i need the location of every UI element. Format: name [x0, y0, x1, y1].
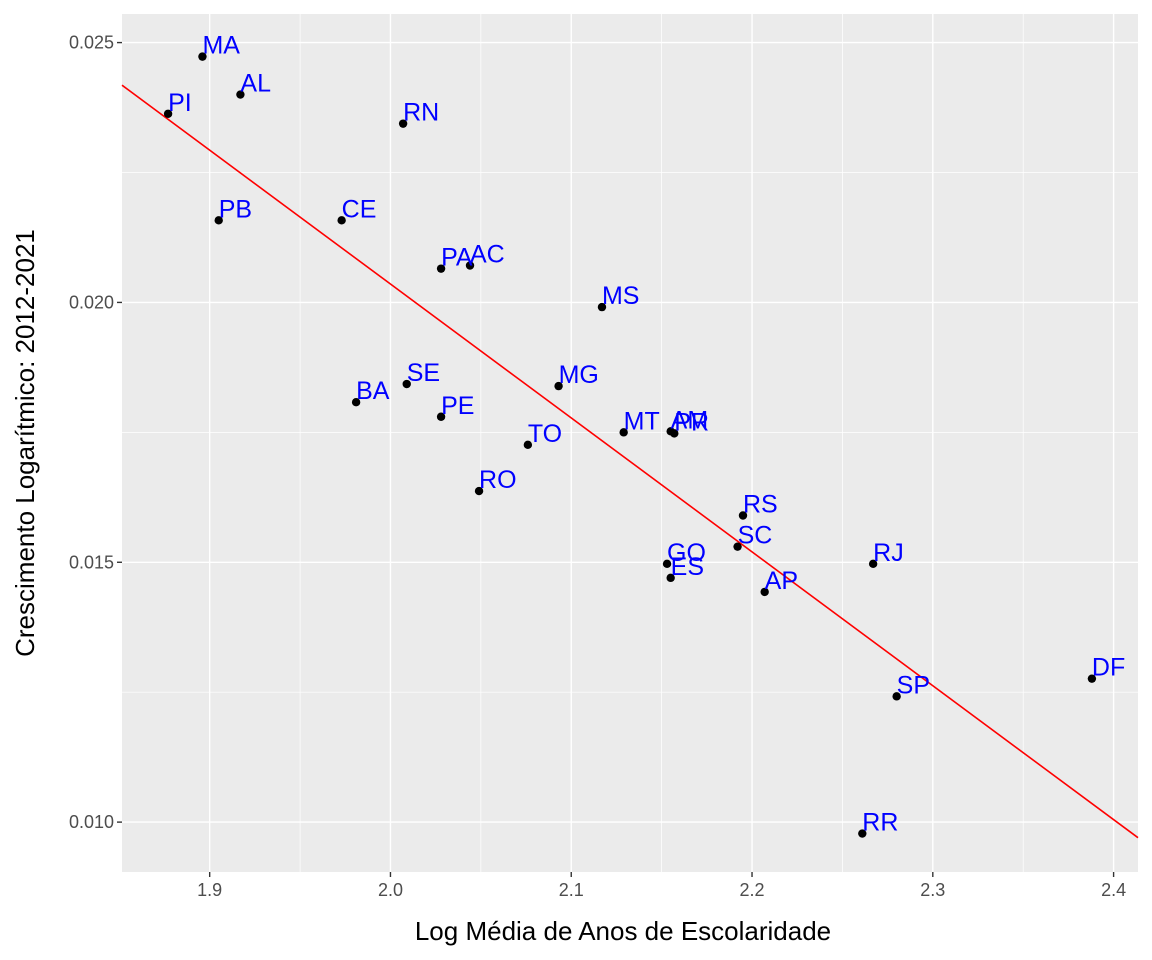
data-point-rj — [868, 559, 878, 569]
x-tick-label: 1.9 — [197, 880, 222, 900]
y-tick-label: 0.020 — [69, 292, 114, 312]
x-tick-label: 2.2 — [740, 880, 765, 900]
point-label-mg: MG — [559, 361, 599, 389]
point-label-ma: MA — [202, 32, 240, 60]
point-label-se: SE — [407, 359, 440, 387]
data-point-mt — [619, 428, 628, 437]
data-point-go — [662, 559, 672, 569]
point-label-pi: PI — [168, 89, 192, 117]
point-label-ap: AP — [765, 567, 798, 595]
data-point-ap — [760, 587, 769, 597]
y-tick-label: 0.025 — [69, 33, 114, 53]
data-point-to — [523, 440, 533, 450]
major-gridlines — [122, 14, 1138, 872]
x-tick-label: 2.4 — [1101, 880, 1126, 900]
regression-line — [121, 84, 1139, 839]
y-axis-title: Crescimento Logarítmico: 2012-2021 — [10, 229, 40, 657]
regression-line-group — [121, 84, 1139, 839]
data-point-ba — [351, 398, 361, 407]
data-point-rs — [738, 511, 748, 520]
minor-gridlines — [122, 14, 1138, 872]
point-label-pr: PR — [674, 408, 709, 436]
data-point-pi — [163, 109, 173, 118]
point-label-df: DF — [1092, 654, 1125, 682]
data-point-pe — [436, 412, 446, 421]
point-label-ce: CE — [342, 195, 377, 223]
point-label-mt: MT — [624, 407, 660, 435]
data-point-al — [236, 90, 245, 99]
data-point-sc — [733, 542, 742, 551]
data-point-pa — [436, 264, 446, 273]
x-axis: 1.9 2.0 2.1 2.2 2.3 2.4 — [197, 872, 1126, 900]
point-label-rs: RS — [743, 490, 778, 518]
x-axis-title: Log Média de Anos de Escolaridade — [415, 916, 831, 946]
point-label-ro: RO — [479, 466, 517, 494]
point-label-al: AL — [240, 70, 271, 98]
point-label-ba: BA — [356, 377, 390, 405]
point-label-pa: PA — [441, 244, 473, 272]
point-label-to: TO — [528, 420, 562, 448]
point-label-rj: RJ — [873, 539, 904, 567]
point-label-sc: SC — [738, 522, 773, 550]
data-point-mg — [554, 381, 563, 391]
point-label-es: ES — [671, 553, 704, 581]
data-point-pb — [214, 216, 223, 225]
data-point-ce — [337, 216, 346, 225]
y-tick-label: 0.015 — [69, 552, 114, 572]
point-label-ms: MS — [602, 282, 640, 310]
point-label-ac: AC — [470, 241, 505, 269]
plot-panel — [122, 14, 1138, 872]
point-label-sp: SP — [897, 671, 930, 699]
data-point-se — [402, 379, 411, 389]
data-point-rn — [398, 119, 408, 128]
point-label-pb: PB — [219, 195, 252, 223]
point-label-rr: RR — [862, 809, 898, 837]
data-points — [163, 52, 1097, 838]
data-point-pr — [670, 429, 679, 438]
y-axis: 0.010 0.015 0.020 0.025 — [69, 33, 122, 832]
y-tick-label: 0.010 — [69, 812, 114, 832]
point-label-rn: RN — [403, 99, 439, 127]
data-point-df — [1087, 674, 1097, 683]
data-point-rr — [858, 829, 867, 838]
x-tick-label: 2.3 — [920, 880, 945, 900]
x-tick-label: 2.0 — [378, 880, 403, 900]
data-point-sp — [892, 692, 901, 701]
x-tick-label: 2.1 — [559, 880, 584, 900]
point-label-go: GO — [667, 539, 706, 567]
point-label-pe: PE — [441, 392, 474, 420]
data-point-ma — [198, 52, 207, 61]
data-point-ac — [465, 261, 475, 270]
data-point-ms — [597, 302, 607, 312]
point-label-am: AM — [671, 406, 709, 434]
data-point-ro — [474, 486, 484, 496]
data-point-es — [666, 573, 675, 583]
